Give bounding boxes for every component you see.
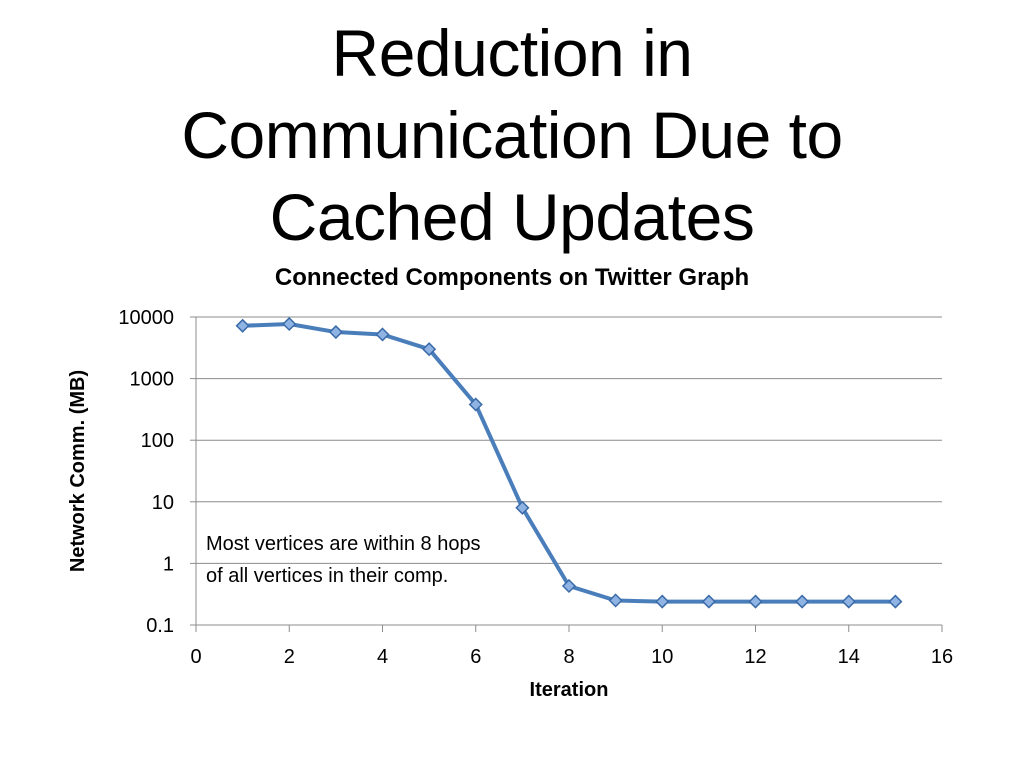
data-point-marker [748,594,763,609]
data-point-marker [795,594,810,609]
x-tick-label: 10 [651,646,673,668]
x-tick-label: 16 [931,646,953,668]
x-tick-label: 6 [470,646,481,668]
y-tick-label: 1 [163,553,174,575]
axes [190,316,943,632]
x-tick-label: 2 [284,646,295,668]
slide-title-line-2: Communication Due to [181,98,843,172]
x-axis-label: Iteration [530,679,609,701]
y-tick-label: 0.1 [146,615,174,637]
data-point-marker [375,327,390,342]
data-point-marker [888,594,903,609]
series-layer [235,316,903,609]
data-point-marker [515,500,530,515]
chart-title: Connected Components on Twitter Graph [275,264,749,291]
annotation-line-2: of all vertices in their comp. [206,565,448,587]
x-tick-label: 8 [563,646,574,668]
slide-title-line-1: Reduction in [331,16,693,90]
data-point-marker [655,594,670,609]
annotation-line-1: Most vertices are within 8 hops [206,533,481,555]
data-point-marker [608,593,623,608]
x-tick-label: 12 [744,646,766,668]
x-tick-labels: 0 2 4 6 8 10 12 14 16 [190,646,953,668]
data-point-marker [328,324,343,340]
slide-title: Reduction in Communication Due to Cached… [0,12,1024,258]
slide-title-line-3: Cached Updates [269,180,755,254]
data-point-marker [282,316,297,332]
grid-lines [196,316,942,564]
data-point-marker [235,318,250,333]
y-tick-label: 1000 [130,369,175,391]
y-tick-label: 10 [152,492,174,514]
y-tick-label: 10000 [118,307,174,329]
y-tick-labels: 0.1 1 10 100 1000 10000 [118,307,174,637]
y-tick-label: 100 [141,430,174,452]
x-tick-label: 0 [190,646,201,668]
data-point-marker [841,594,856,609]
data-point-marker [468,397,483,412]
series-line [240,321,898,604]
x-tick-label: 4 [377,646,388,668]
data-point-marker [422,342,437,357]
x-tick-label: 14 [838,646,860,668]
line-chart: Connected Components on Twitter Graph 0.… [67,264,953,701]
data-point-marker [561,578,577,594]
data-point-marker [701,594,716,609]
y-axis-label: Network Comm. (MB) [67,370,89,572]
